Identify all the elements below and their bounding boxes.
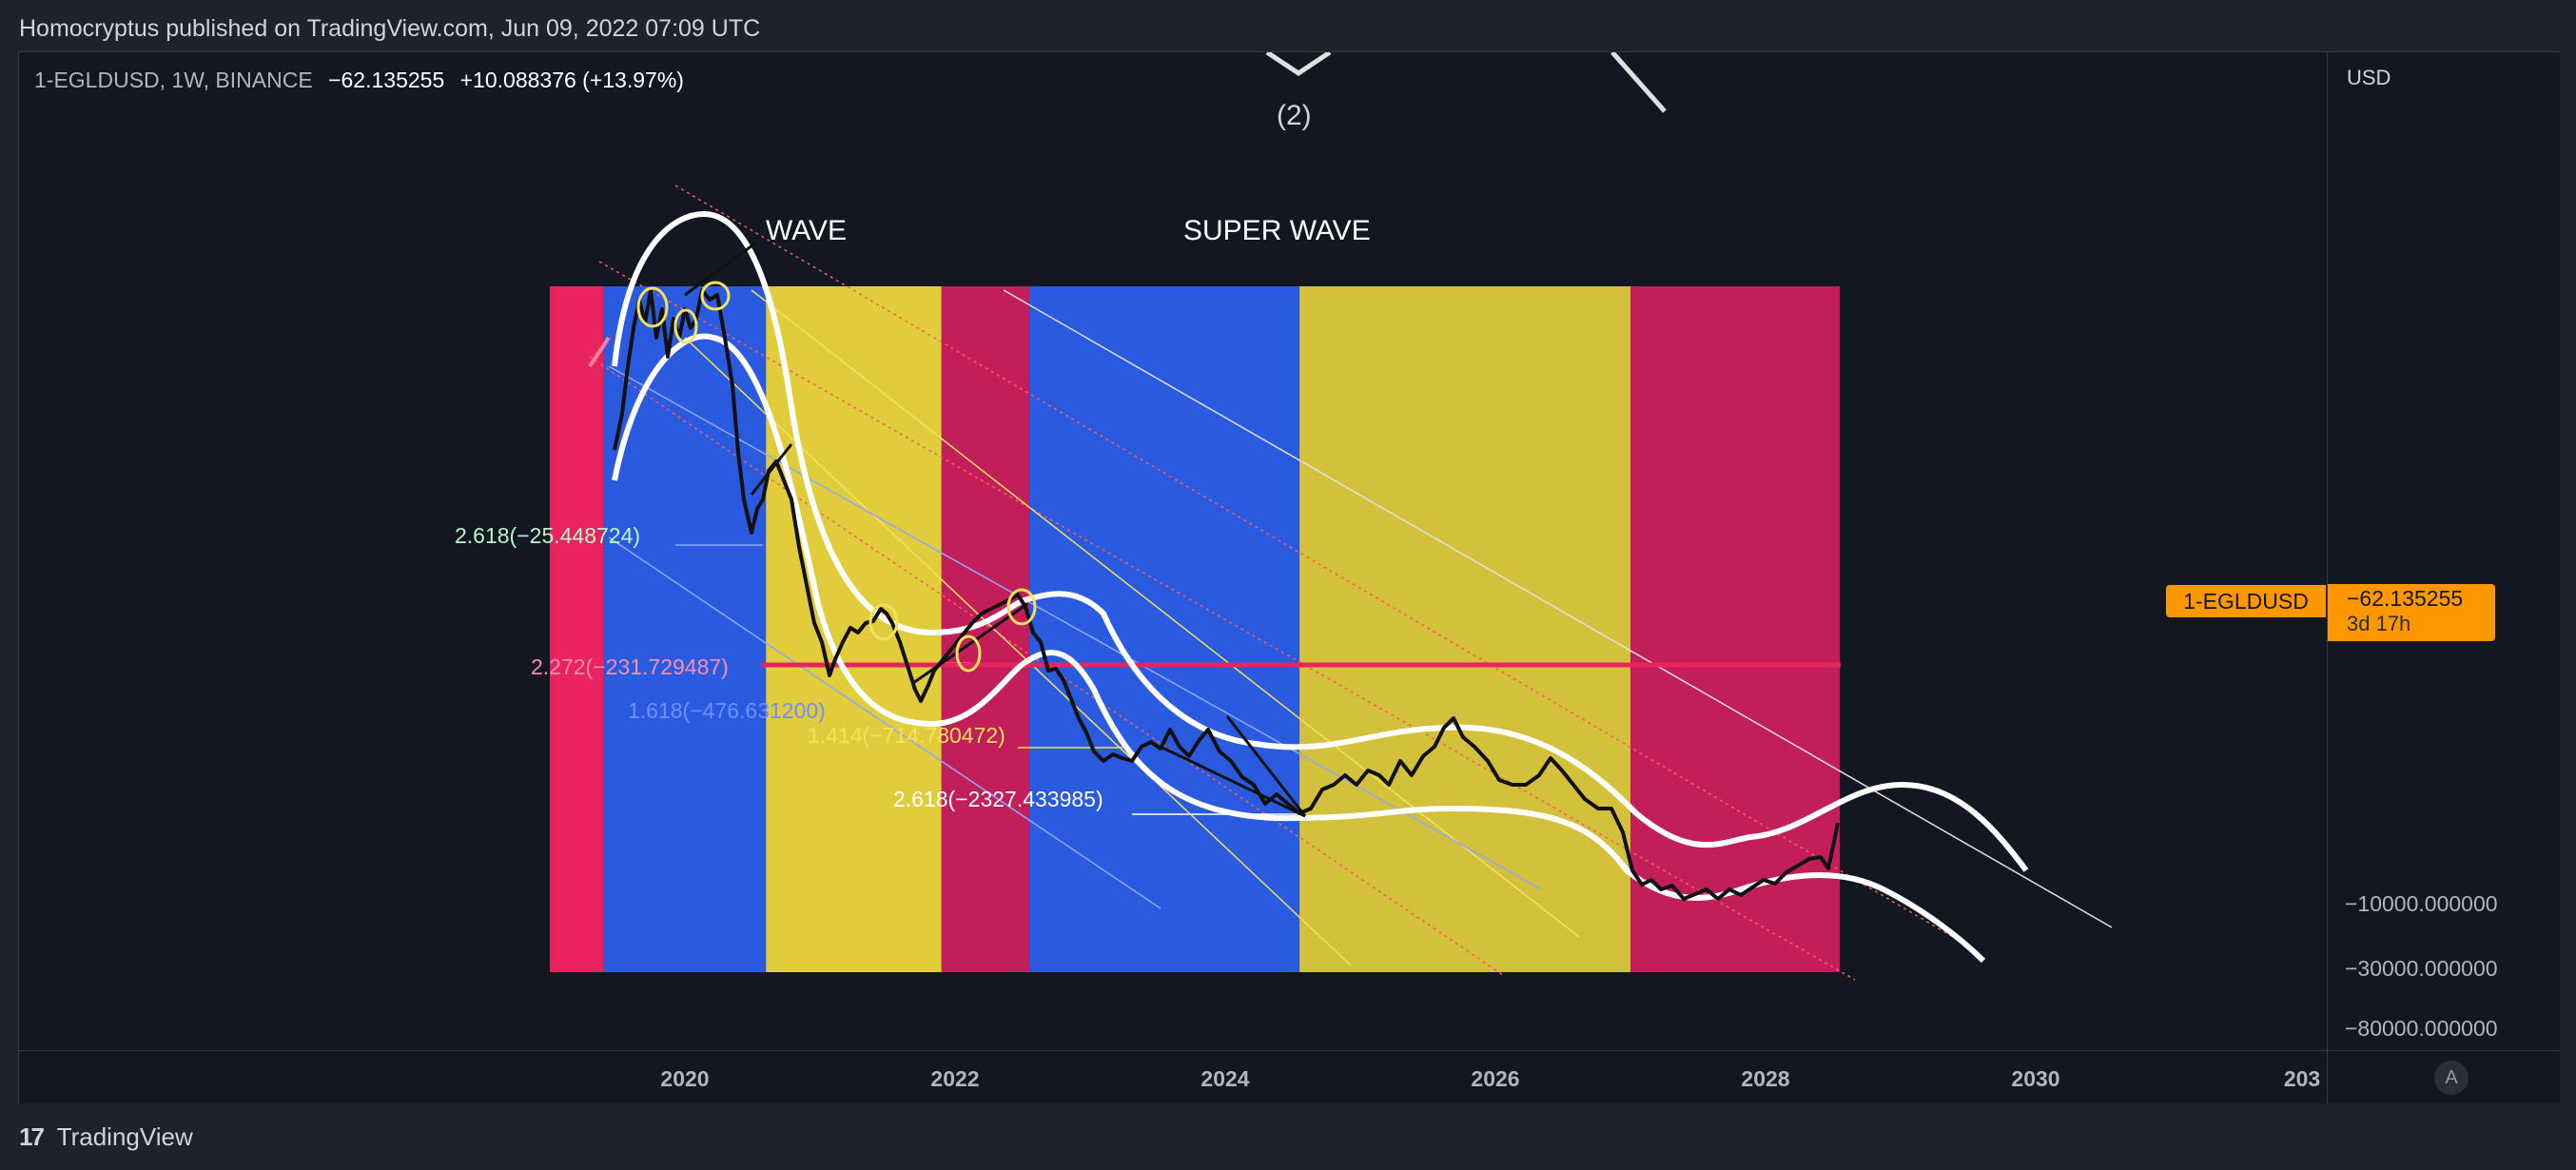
- diag-line-blue-2: [608, 536, 1161, 909]
- color-band-7: [1630, 286, 1841, 972]
- legend-change: +10.088376 (+13.97%): [459, 68, 684, 92]
- highlight-circle-6: [1006, 588, 1037, 626]
- highlight-circle-2: [673, 308, 698, 344]
- chevron-mark: [1265, 52, 1332, 77]
- time-axis[interactable]: 2020 2022 2024 2026 2028 2030 203: [19, 1050, 2327, 1103]
- chart-frame: 2.618(−25.448724) 2.272(−231.729487) 1.6…: [18, 51, 2560, 1103]
- chart-plot-area[interactable]: 2.618(−25.448724) 2.272(−231.729487) 1.6…: [19, 52, 2327, 1050]
- diag-line-white-top: [1610, 52, 1667, 113]
- diag-line-yellow-1: [751, 289, 1580, 938]
- trend-line-4: [1160, 745, 1306, 818]
- tradingview-logo-icon: 17: [19, 1122, 45, 1151]
- fib-label-5: 2.618(−2327.433985): [893, 787, 1103, 811]
- highlight-circle-1: [636, 286, 669, 328]
- legend-symbol: 1-EGLDUSD, 1W, BINANCE: [34, 68, 313, 92]
- axis-corner: A: [2327, 1050, 2560, 1103]
- fib-label-2: 2.272(−231.729487): [531, 654, 729, 679]
- wave-label: WAVE: [766, 215, 847, 246]
- color-bands: [550, 286, 1841, 972]
- highlight-circle-3: [700, 281, 731, 311]
- diag-line-white: [1003, 289, 2113, 928]
- price-tick: −10000.000000: [2345, 891, 2498, 916]
- diag-line-red-3: [589, 356, 1504, 976]
- trend-line-3: [912, 602, 1028, 685]
- super-wave-label: SUPER WAVE: [1183, 215, 1371, 246]
- upper-wave-curve: [612, 210, 2029, 872]
- time-tick: 2024: [1200, 1066, 1250, 1091]
- fib-label-4: 1.414(−714.780472): [808, 723, 1005, 748]
- diag-line-red-2: [598, 261, 1856, 981]
- diagonal-lines: [588, 52, 2113, 981]
- highlight-circle-5: [955, 634, 982, 673]
- wave-count-label: (2): [1277, 100, 1312, 131]
- price-line: [613, 288, 1840, 901]
- time-tick: 2020: [660, 1066, 710, 1091]
- last-price-value: −62.135255: [2347, 586, 2464, 611]
- time-tick: 2022: [930, 1066, 980, 1091]
- color-band-2: [603, 286, 767, 972]
- auto-scale-button[interactable]: A: [2434, 1061, 2469, 1095]
- symbol-price-tag: 1-EGLDUSD: [2166, 585, 2326, 617]
- price-tick: −30000.000000: [2345, 956, 2498, 981]
- time-tick: 2030: [2011, 1066, 2060, 1091]
- color-band-1: [550, 286, 604, 972]
- channel-curves: [612, 210, 2029, 964]
- fib-label-1: 2.618(−25.448724): [455, 523, 640, 548]
- fib-levels: 2.618(−25.448724) 2.272(−231.729487) 1.6…: [455, 523, 1841, 815]
- last-price-tag: −62.135255 3d 17h: [2328, 584, 2495, 641]
- footer-brand[interactable]: 17 TradingView: [19, 1122, 193, 1152]
- symbol-legend: 1-EGLDUSD, 1W, BINANCE −62.135255 +10.08…: [34, 68, 684, 93]
- legend-value: −62.135255: [328, 68, 445, 92]
- color-band-5: [1029, 286, 1300, 972]
- color-band-6: [1299, 286, 1630, 972]
- trend-line-1: [684, 241, 757, 297]
- tradingview-brand: TradingView: [56, 1122, 193, 1151]
- time-tick: 2028: [1741, 1066, 1790, 1091]
- price-axis[interactable]: USD −62.135255 3d 17h −10000.000000 −300…: [2327, 52, 2560, 1050]
- time-tick: 2026: [1471, 1066, 1520, 1091]
- time-tick: 203: [2283, 1066, 2321, 1091]
- fib-label-3: 1.618(−476.631200): [628, 698, 826, 723]
- trend-line-2: [750, 443, 793, 496]
- publish-info: Homocryptus published on TradingView.com…: [19, 15, 761, 42]
- price-tick: −80000.000000: [2345, 1016, 2498, 1041]
- diag-line-blue-1: [608, 365, 1542, 890]
- chart-svg: 2.618(−25.448724) 2.272(−231.729487) 1.6…: [455, 52, 2113, 981]
- pink-stub-line: [588, 336, 611, 368]
- trend-line-5: [1225, 715, 1307, 817]
- publish-header: Homocryptus published on TradingView.com…: [0, 0, 2576, 53]
- bar-countdown: 3d 17h: [2347, 612, 2411, 635]
- currency-label: USD: [2347, 66, 2391, 89]
- highlight-circle-4: [868, 603, 899, 641]
